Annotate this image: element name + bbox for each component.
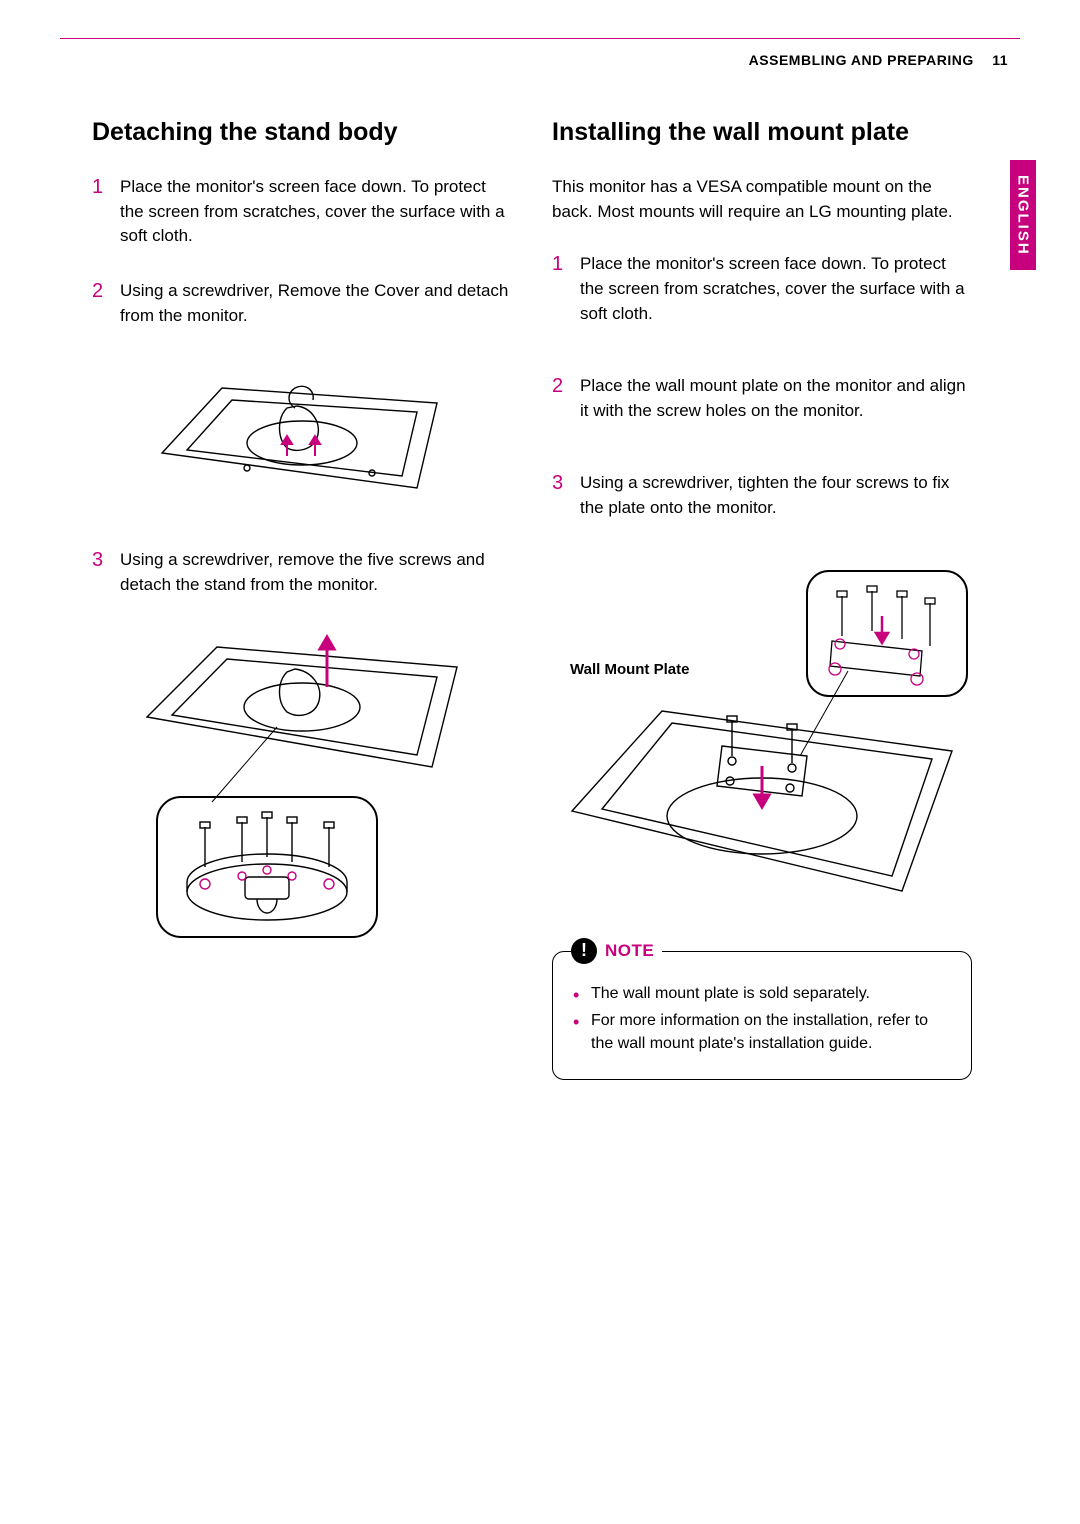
note-item-1: The wall mount plate is sold separately. bbox=[573, 982, 951, 1005]
figure-remove-stand bbox=[92, 627, 512, 947]
right-step-2: Place the wall mount plate on the monito… bbox=[552, 374, 972, 423]
left-step-2: Using a screwdriver, Remove the Cover an… bbox=[92, 279, 512, 328]
header-page-number: 11 bbox=[992, 52, 1008, 68]
note-item-2: For more information on the installation… bbox=[573, 1009, 951, 1055]
right-heading: Installing the wall mount plate bbox=[552, 118, 972, 147]
right-steps: Place the monitor's screen face down. To… bbox=[552, 252, 972, 520]
note-list: The wall mount plate is sold separately.… bbox=[573, 982, 951, 1056]
left-step-3: Using a screwdriver, remove the five scr… bbox=[92, 548, 512, 597]
page-header: ASSEMBLING AND PREPARING 11 bbox=[749, 52, 1008, 68]
left-steps-cont: Using a screwdriver, remove the five scr… bbox=[92, 548, 512, 597]
right-column: Installing the wall mount plate This mon… bbox=[552, 118, 972, 1080]
language-tab: ENGLISH bbox=[1010, 160, 1036, 270]
figure-wall-mount: Wall Mount Plate bbox=[552, 561, 972, 921]
left-column: Detaching the stand body Place the monit… bbox=[92, 118, 512, 977]
right-step-1: Place the monitor's screen face down. To… bbox=[552, 252, 972, 326]
left-steps: Place the monitor's screen face down. To… bbox=[92, 175, 512, 328]
top-rule bbox=[60, 38, 1020, 39]
left-heading: Detaching the stand body bbox=[92, 118, 512, 147]
right-intro: This monitor has a VESA compatible mount… bbox=[552, 175, 972, 224]
note-box: ! NOTE The wall mount plate is sold sepa… bbox=[552, 951, 972, 1081]
figure-detach-cover bbox=[92, 358, 512, 518]
header-section: ASSEMBLING AND PREPARING bbox=[749, 52, 974, 68]
wall-mount-label: Wall Mount Plate bbox=[570, 661, 689, 678]
left-step-1: Place the monitor's screen face down. To… bbox=[92, 175, 512, 249]
note-header: ! NOTE bbox=[571, 938, 662, 964]
note-title: NOTE bbox=[605, 941, 654, 961]
alert-icon: ! bbox=[571, 938, 597, 964]
right-step-3: Using a screwdriver, tighten the four sc… bbox=[552, 471, 972, 520]
